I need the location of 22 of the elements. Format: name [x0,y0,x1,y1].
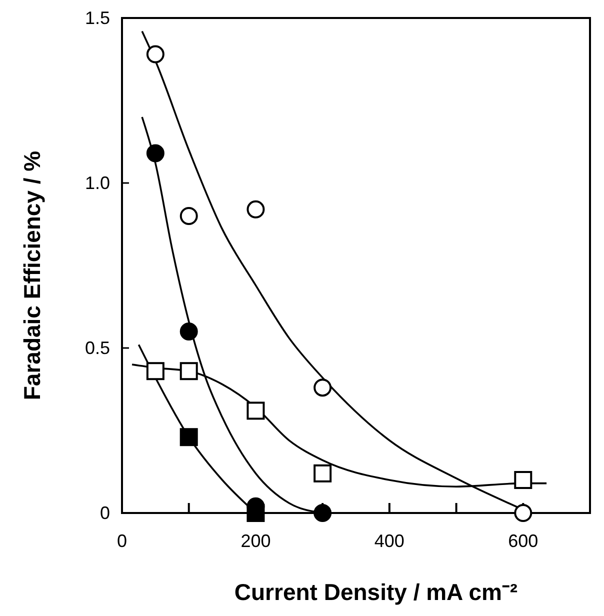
point [246,200,265,218]
point [180,428,198,446]
point [246,402,265,420]
x-tick-label: 0 [116,531,128,551]
x-tick-label: 600 [508,531,538,551]
point [314,464,332,482]
x-axis-title: Current Density / mA cm⁻² [234,579,518,605]
y-tick-label: 1.0 [84,173,110,193]
point [180,207,198,225]
y-tick-label: 0.5 [84,338,110,358]
point [146,45,164,64]
x-tick-label: 400 [374,531,404,551]
x-tick-label: 200 [240,531,271,551]
point [180,322,198,340]
point [314,378,332,397]
y-tick-label: 1.5 [84,8,110,28]
point [180,362,198,380]
y-tick-label: 0 [100,503,110,523]
point [146,362,164,380]
point [514,471,532,489]
y-axis-title: Faradaic Efficiency / % [19,150,45,400]
point [146,144,164,162]
